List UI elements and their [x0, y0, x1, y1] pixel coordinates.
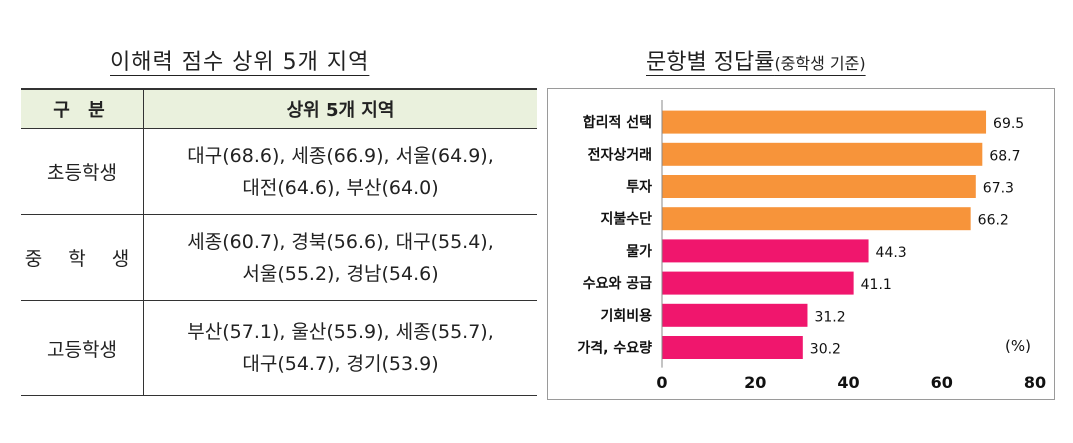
bar [662, 175, 976, 198]
data-label: 30.2 [810, 342, 841, 358]
left-panel-title: 이해력 점수 상위 5개 지역 [110, 50, 370, 75]
bar [662, 336, 803, 359]
data-label: 31.2 [814, 309, 845, 325]
bar [662, 239, 869, 263]
row-regions-line: 서울(55.2), 경남(54.6) [242, 262, 439, 285]
category-label: 물가 [626, 244, 652, 260]
data-label: 69.5 [993, 116, 1024, 132]
data-label: 44.3 [876, 245, 907, 261]
header-regions: 상위 5개 지역 [143, 88, 537, 129]
bar [662, 303, 808, 327]
bar-chart: 합리적 선택 69.5 전자상거래 68.7 투자 67.3 지불수단 66.2 물가 44.3 수… [577, 100, 1046, 392]
x-tick-label: 60 [931, 373, 953, 392]
unit-label: (%) [1005, 337, 1031, 355]
chart-title: 문항별 정답률(중학생 기준) [646, 44, 866, 76]
bar [662, 271, 854, 295]
row-group-label: 고등학생 [21, 300, 144, 396]
row-regions: 세종(60.7), 경북(56.6), 대구(55.4), 서울(55.2), … [143, 214, 537, 301]
chart-title-suffix: (중학생 기준) [774, 54, 866, 73]
x-tick-label: 20 [744, 373, 766, 392]
row-regions: 대구(68.6), 세종(66.9), 서울(64.9), 대전(64.6), … [143, 128, 537, 215]
category-label: 투자 [626, 180, 652, 196]
header-group: 구 분 [21, 88, 144, 129]
category-label: 기회비용 [600, 308, 652, 324]
category-label: 수요와 공급 [583, 275, 652, 292]
x-tick-label: 80 [1024, 373, 1046, 392]
category-label: 가격, 수요량 [577, 340, 652, 357]
table-row: 초등학생 대구(68.6), 세종(66.9), 서울(64.9), 대전(64… [21, 128, 537, 215]
data-label: 41.1 [861, 277, 892, 293]
bar [662, 142, 983, 166]
row-regions-line: 대전(64.6), 부산(64.0) [242, 176, 439, 199]
table-row: 중 학 생 세종(60.7), 경북(56.6), 대구(55.4), 서울(5… [21, 214, 537, 301]
row-regions-line: 대구(54.7), 경기(53.9) [242, 353, 439, 375]
row-regions: 부산(57.1), 울산(55.9), 세종(55.7), 대구(54.7), … [143, 300, 537, 396]
category-label: 지불수단 [600, 211, 652, 228]
x-tick-label: 0 [656, 373, 667, 392]
data-label: 66.2 [978, 213, 1009, 229]
bar [662, 110, 987, 134]
row-regions-line: 대구(68.6), 세종(66.9), 서울(64.9), [187, 144, 494, 167]
category-label: 합리적 선택 [583, 114, 652, 131]
bar [662, 207, 971, 231]
row-regions-line: 세종(60.7), 경북(56.6), 대구(55.4), [187, 230, 494, 253]
chart-title-main: 문항별 정답률 [646, 50, 775, 75]
table-header-row: 구 분 상위 5개 지역 [21, 88, 537, 129]
category-label: 전자상거래 [588, 146, 652, 163]
regions-table: 구 분 상위 5개 지역 초등학생 대구(68.6), 세종(66.9), 서울… [21, 88, 537, 396]
data-label: 67.3 [983, 181, 1014, 197]
x-tick-label: 40 [837, 373, 859, 392]
row-group-label: 중 학 생 [21, 214, 144, 301]
row-regions-line: 부산(57.1), 울산(55.9), 세종(55.7), [187, 321, 494, 343]
row-group-label: 초등학생 [21, 128, 144, 215]
table-row: 고등학생 부산(57.1), 울산(55.9), 세종(55.7), 대구(54… [21, 300, 537, 396]
data-label: 68.7 [989, 148, 1020, 164]
